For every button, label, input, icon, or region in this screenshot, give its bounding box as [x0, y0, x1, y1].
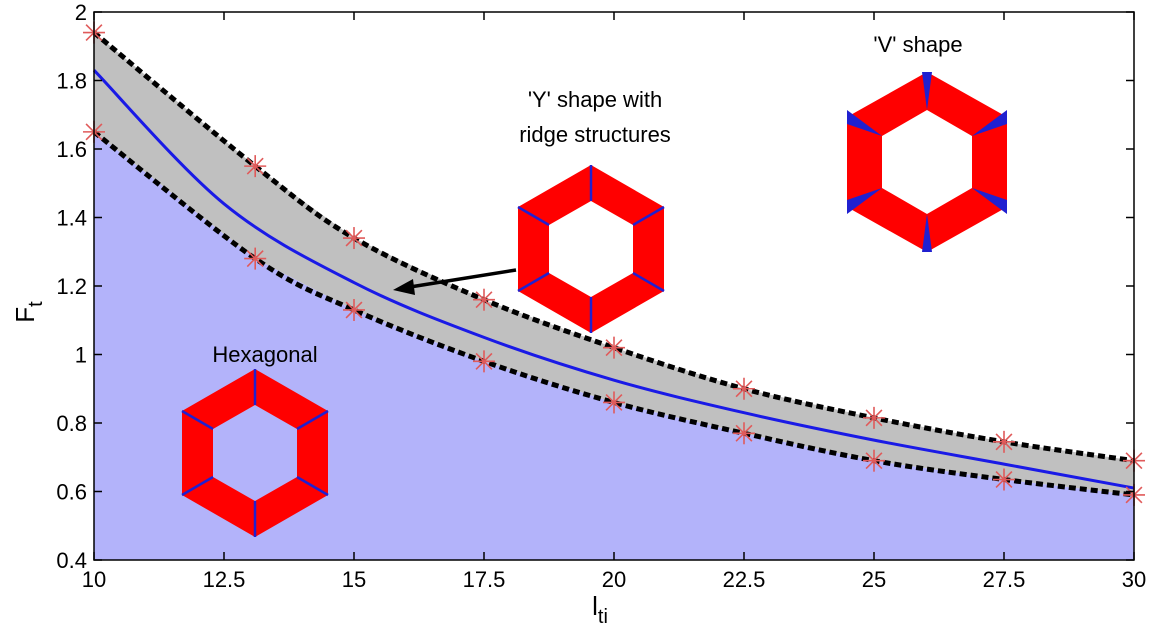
y-tick-label: 1.4	[56, 206, 87, 231]
y-tick-label: 1.8	[56, 69, 87, 94]
upper-boundary-marker	[343, 227, 365, 250]
y-tick-label: 1.2	[56, 274, 87, 299]
lower-boundary-marker	[733, 422, 755, 445]
x-tick-label: 25	[862, 567, 886, 592]
v-shape-illustration	[847, 72, 1007, 252]
chart-series	[92, 30, 1135, 498]
lower-boundary-marker	[473, 350, 495, 373]
y-shape-label-line1: 'Y' shape with	[528, 87, 662, 112]
lower-boundary-marker	[603, 391, 625, 414]
x-tick-label: 22.5	[723, 567, 766, 592]
upper-boundary-marker	[733, 377, 755, 400]
y-shape-illustration	[517, 165, 665, 333]
axis-ticks: 10 12.5 15 17.5 20 22.5 25 27.5 30 0.4 0.6 0.8 1 1.2 1…	[56, 0, 1146, 592]
x-tick-label: 10	[82, 567, 106, 592]
x-tick-label: 17.5	[463, 567, 506, 592]
x-axis-title: lti	[592, 591, 608, 628]
x-tick-label: 12.5	[203, 567, 246, 592]
hexagonal-label: Hexagonal	[212, 342, 317, 367]
x-tick-label: 27.5	[983, 567, 1026, 592]
x-tick-label: 15	[342, 567, 366, 592]
y-tick-label: 1	[75, 343, 87, 368]
upper-boundary-marker	[473, 288, 495, 311]
hexagonal-illustration	[181, 369, 329, 537]
upper-boundary-marker	[863, 406, 885, 429]
v-shape-label: 'V' shape	[873, 32, 962, 57]
y-tick-label: 0.4	[56, 548, 87, 573]
lower-boundary-marker	[863, 449, 885, 472]
y-tick-label: 0.6	[56, 480, 87, 505]
y-axis-title: Ft	[10, 301, 47, 323]
lower-boundary-marker	[343, 298, 365, 321]
lower-boundary-marker	[244, 247, 267, 270]
y-tick-label: 1.6	[56, 137, 87, 162]
fit-line	[92, 69, 1135, 490]
upper-boundary-line	[92, 30, 1135, 464]
upper-boundary-marker	[993, 430, 1015, 453]
y-tick-label: 0.8	[56, 411, 87, 436]
y-tick-label: 2	[75, 0, 87, 25]
y-shape-label-line2: ridge structures	[519, 122, 671, 147]
x-tick-label: 20	[602, 567, 626, 592]
annotation-arrow	[393, 268, 517, 295]
lower-boundary-marker	[993, 468, 1015, 491]
upper-boundary-marker	[603, 336, 625, 359]
lower-boundary-line	[92, 129, 1135, 498]
lower-phase-region	[94, 131, 1134, 560]
upper-boundary-marker	[244, 155, 267, 178]
x-tick-label: 30	[1122, 567, 1146, 592]
